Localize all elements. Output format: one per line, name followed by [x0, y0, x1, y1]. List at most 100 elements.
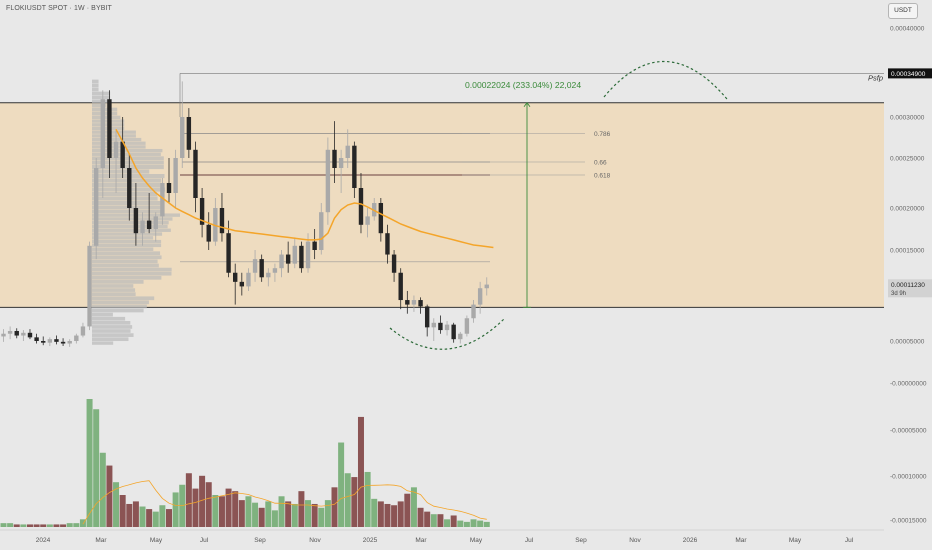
volume-profile-bin [92, 280, 144, 284]
price-tick-label: -0.00015000 [890, 518, 927, 525]
symbol-title: FLOKIUSDT SPOT · 1W · BYBIT [6, 5, 112, 12]
volume-bar [139, 506, 146, 527]
candle-body [385, 233, 390, 255]
volume-profile-bin [92, 247, 154, 251]
candle-body [279, 254, 284, 269]
volume-bar [338, 442, 345, 527]
candle-body [153, 216, 158, 229]
candle-body [213, 208, 218, 242]
time-axis: 2024 Mar May Jul Sep Nov 2025 Mar May Jul Sep Nov 20… [36, 537, 854, 544]
volume-bar [205, 482, 212, 527]
volume-profile-bin [92, 156, 164, 161]
volume-bar [324, 500, 331, 527]
candle-body [206, 224, 211, 242]
candle-body [411, 300, 417, 305]
volume-moving-average [82, 480, 487, 525]
volume-bar [126, 503, 133, 527]
volume-bar [258, 507, 265, 527]
candle-body [325, 149, 331, 213]
price-tick-label: 0.00020000 [890, 206, 925, 213]
volume-bar [212, 495, 219, 527]
volume-bar [86, 399, 93, 527]
volume-bar [7, 523, 14, 527]
current-price-tag [888, 279, 932, 298]
candle-body [34, 337, 39, 341]
volume-profile-bin [92, 288, 136, 292]
measure-label: 0.00022024 (233.04%) 22,024 [465, 80, 581, 90]
price-tick-label: 0.00025000 [890, 156, 925, 163]
price-axis: 0.00040000 0.00030000 0.00025000 0.00020000… [890, 26, 927, 525]
volume-profile-bin [92, 192, 158, 197]
volume-profile-bin [92, 95, 111, 100]
fib-label: 0.786 [594, 131, 611, 138]
volume-bar [424, 511, 431, 527]
candle-body [246, 272, 251, 287]
candle-body [47, 339, 53, 343]
candle-body [160, 183, 165, 217]
time-tick-label: Jul [200, 537, 209, 544]
candle-body [233, 272, 238, 282]
volume-profile-bin [92, 160, 164, 165]
volume-bar [463, 521, 470, 527]
volume-profile-bin [92, 239, 162, 244]
candle-body [239, 281, 245, 287]
pivot-marker: Psfp [179, 73, 884, 117]
time-tick-label: May [150, 537, 163, 544]
volume-profile-bin [92, 271, 172, 276]
volume-profile-bin [92, 152, 161, 156]
price-tick-label: 0.00030000 [890, 115, 925, 122]
time-tick-label: 2026 [683, 537, 698, 544]
candle-body [146, 220, 152, 229]
volume-bar [238, 500, 245, 527]
volume-bar [53, 524, 60, 527]
volume-bar [357, 416, 364, 527]
volume-bar [152, 511, 159, 527]
fib-levels: 0.786 0.66 0.618 [180, 131, 611, 263]
measure-arrow [523, 102, 531, 108]
volume-bar [33, 524, 40, 527]
measure-tool: 0.00022024 (233.04%) 22,024 [465, 80, 581, 308]
pivot-label: Psfp [868, 73, 883, 82]
volume-profile-bin [92, 232, 163, 236]
candle-body [193, 149, 198, 198]
currency-badge[interactable]: USDT [888, 3, 918, 19]
volume-bar [192, 488, 199, 527]
volume-profile-bin [92, 224, 168, 229]
projection-arcs [389, 61, 728, 350]
volume-profile-bin [92, 325, 133, 329]
price-tick-label: -0.00010000 [890, 474, 927, 481]
volume-profile-bin [92, 236, 154, 240]
volume-profile-bin [92, 255, 162, 260]
candle-body [398, 272, 403, 301]
price-axis-panel[interactable] [884, 0, 932, 550]
volume-bar [99, 452, 106, 527]
volume-bar [410, 487, 417, 527]
candle-body [226, 233, 231, 273]
volume-bar [298, 491, 305, 527]
volume-bar [311, 503, 318, 527]
volume-bar [278, 496, 285, 527]
volume-bar [430, 514, 437, 527]
candle-body [219, 208, 225, 234]
candle-body [458, 333, 463, 340]
volume-bar [79, 519, 86, 527]
volume-bar [377, 501, 384, 527]
volume-profile-bin [92, 329, 131, 333]
volume-bar [444, 519, 451, 527]
volume-bar [351, 477, 358, 527]
volume-bar [66, 523, 73, 527]
volume-profile-bin [92, 137, 142, 142]
volume-bar [26, 524, 33, 527]
volume-bar [132, 501, 139, 527]
volume-profile-bin [92, 130, 136, 134]
volume-bar [159, 505, 166, 527]
time-tick-label: Jul [845, 537, 854, 544]
candle-body [391, 254, 397, 273]
volume-profile-bin [92, 196, 158, 201]
upper-projection-arc [603, 61, 728, 100]
volume-bar [113, 482, 120, 527]
candle-body [166, 183, 172, 193]
candle-body [21, 332, 26, 336]
volume-bar [291, 503, 298, 527]
